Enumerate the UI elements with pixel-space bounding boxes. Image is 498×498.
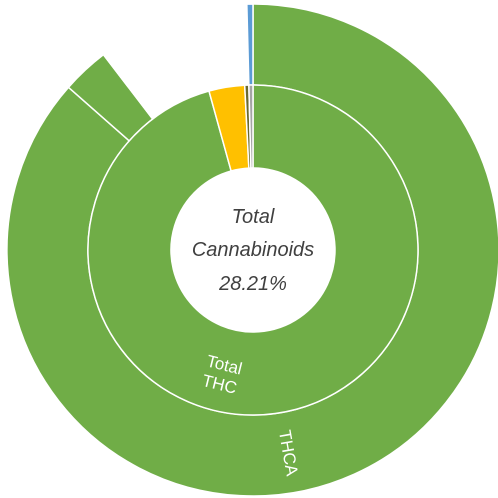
center-label-value: 28.21% <box>218 273 287 295</box>
center-label-line1: Total <box>232 206 275 228</box>
outer-ring <box>6 3 498 497</box>
center-label-line2: Cannabinoids <box>192 239 314 261</box>
center-hole <box>171 168 335 332</box>
